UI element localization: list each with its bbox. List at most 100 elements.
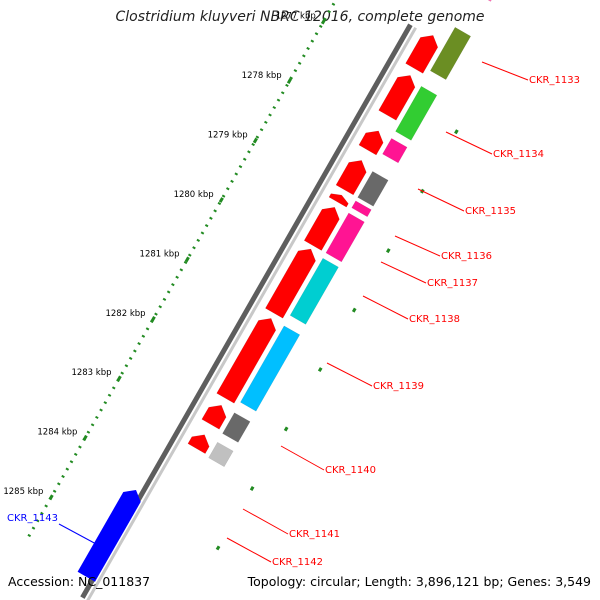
gene-leader-line: [280, 445, 325, 471]
ruler-major-tick: [320, 18, 327, 25]
gene-arrow: [378, 75, 416, 121]
ruler-dot: [183, 260, 188, 265]
ruler-dot: [196, 238, 201, 242]
backbone-light: [86, 26, 417, 600]
ruler-dot: [280, 91, 285, 95]
ruler-dot: [285, 83, 289, 88]
ruler-major-tick: [286, 78, 292, 85]
ruler-inner-tick: [454, 129, 459, 135]
ruler-label: 1283 kbp: [71, 368, 111, 378]
ruler-dot: [314, 32, 319, 36]
genome-title: Clostridium kluyveri NBRC 12016, complet…: [115, 9, 485, 25]
ruler-major-tick: [82, 434, 88, 441]
gene-arrow: [328, 193, 349, 208]
ruler-label: 1285 kbp: [3, 487, 43, 497]
ruler-dot: [226, 187, 230, 191]
ruler-dot: [179, 268, 184, 272]
ruler-dot: [107, 393, 112, 397]
gene-label: CKR_1139: [373, 381, 424, 392]
ruler-dot: [171, 283, 175, 287]
gene-label-reverse: CKR_1143: [7, 513, 58, 524]
gene-arrow-reverse: [77, 490, 141, 582]
ruler-dot: [175, 275, 179, 279]
ruler-dot: [65, 467, 70, 471]
ruler-dot: [52, 489, 57, 493]
ruler-inner-tick: [351, 307, 357, 313]
label-layer: CKR_1133 CKR_1134 CKR_1135 CKR_1136 CKR_1137…: [7, 75, 580, 568]
ruler-dot: [154, 312, 158, 316]
ruler-dot: [327, 10, 331, 14]
gene-label: CKR_1137: [427, 278, 478, 289]
ruler-dot: [166, 290, 171, 294]
gene-label: CKR_1142: [272, 557, 323, 568]
ruler-major-tick: [116, 375, 122, 382]
ruler-label: 1277 kbp: [276, 11, 316, 21]
ruler-label: 1279 kbp: [208, 130, 248, 140]
gene-arrow: [335, 160, 367, 196]
ruler-inner-tick: [317, 367, 323, 373]
ruler-dot: [133, 349, 137, 353]
ruler-label: 1280 kbp: [174, 190, 214, 200]
ruler-dot: [213, 209, 217, 213]
ruler-dot: [128, 356, 133, 361]
ruler-dot: [69, 460, 74, 464]
ruler-dot: [310, 39, 315, 43]
gene-arrow: [201, 404, 227, 430]
gene-arrow: [216, 318, 277, 404]
ruler-dot: [209, 216, 213, 220]
ruler-dot: [73, 452, 78, 456]
gene-label: CKR_1135: [465, 206, 516, 217]
ruler-dot: [200, 231, 205, 235]
cog-box: [289, 257, 339, 325]
ruler-dot: [259, 128, 264, 132]
ruler-dot: [230, 179, 234, 183]
ruler-inner-tick: [385, 248, 391, 254]
ruler-dot: [31, 526, 36, 530]
ruler-dot: [302, 54, 306, 58]
ruler-layer: 1277 kbp 1278 kbp 1279 kbp 1280 kbp 1281 kbp…: [3, 2, 459, 551]
ruler-dot: [293, 69, 298, 73]
gene-arrow: [405, 35, 439, 74]
ruler-dot: [124, 364, 129, 368]
ruler-dot: [95, 415, 99, 420]
gene-label: CKR_1136: [441, 251, 492, 262]
ruler-label: 1284 kbp: [37, 428, 77, 438]
ruler-dot: [99, 408, 103, 412]
ruler-dot: [272, 105, 277, 110]
topology-text: Topology: circular; Length: 3,896,121 bp…: [247, 574, 591, 589]
ruler-major-tick: [48, 494, 54, 501]
cog-box: [325, 212, 365, 263]
gene-arrow: [303, 207, 340, 251]
gene-label: CKR_1134: [493, 149, 544, 160]
ruler-dot: [162, 297, 167, 302]
ruler-dot: [297, 61, 302, 65]
ruler-dot: [192, 246, 196, 250]
ruler-label: 1282 kbp: [105, 309, 145, 319]
gene-label: CKR_1138: [409, 314, 460, 325]
cog-box: [351, 200, 372, 218]
ruler-dot: [61, 474, 65, 479]
leader-layer: [58, 61, 529, 563]
ruler-major-tick: [184, 256, 190, 263]
ruler-dot: [145, 327, 150, 331]
gene-leader-line: [417, 188, 465, 212]
ruler-dot: [318, 24, 323, 29]
ruler-dot: [276, 98, 281, 102]
gene-arrow: [187, 434, 210, 454]
ruler-dot: [234, 172, 239, 176]
ruler-inner-tick: [215, 545, 221, 551]
ruler-inner-tick: [283, 426, 289, 432]
ruler-dot: [289, 76, 293, 80]
ruler-dot: [187, 253, 192, 257]
ruler-dot: [221, 194, 226, 198]
ruler-dot: [204, 223, 209, 228]
ruler-dot: [247, 150, 251, 154]
ruler-dot: [306, 46, 310, 51]
gene-arrow: [358, 130, 384, 156]
ruler-dot: [103, 401, 108, 405]
ruler-inner-tick: [249, 485, 255, 491]
gene-label: CKR_1141: [289, 529, 340, 540]
ruler-label: 1281 kbp: [140, 249, 180, 259]
ruler-dot: [44, 504, 48, 508]
